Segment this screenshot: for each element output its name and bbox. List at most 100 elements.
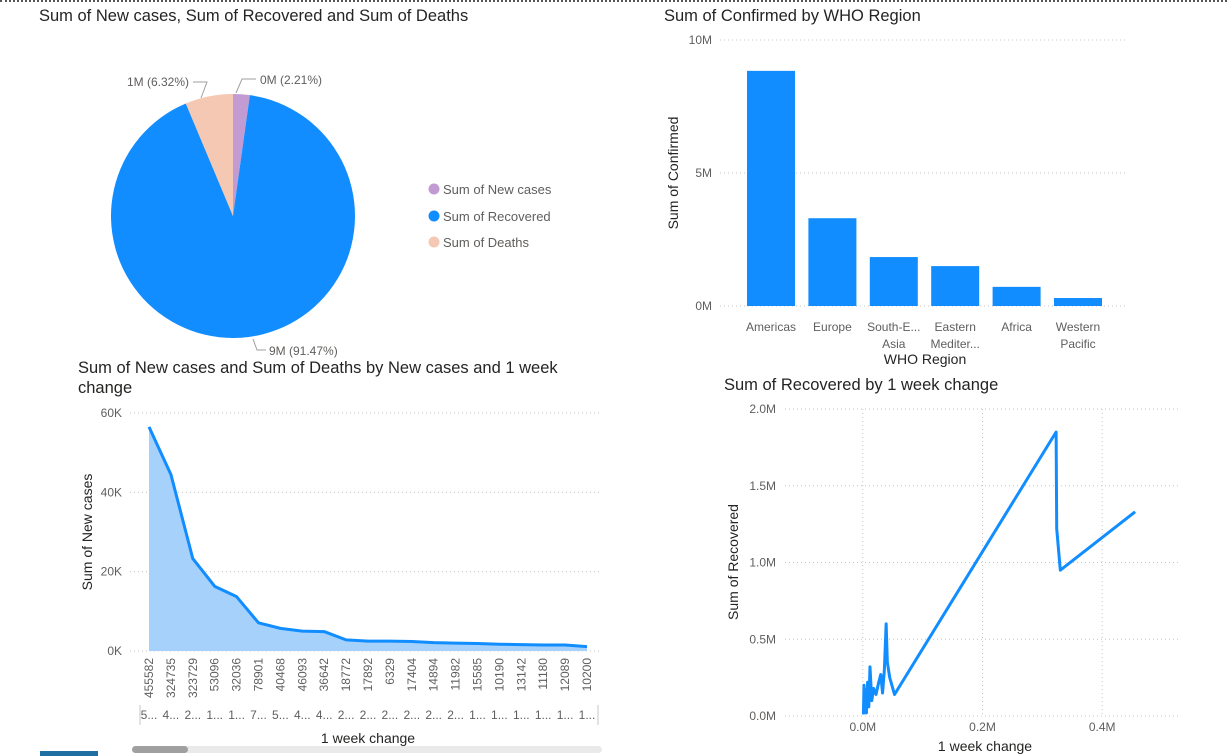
- pie-chart-title: Sum of New cases, Sum of Recovered and S…: [39, 7, 469, 25]
- area-x-tick-16: 10190: [492, 658, 506, 692]
- area-x-subtick-17: 1...: [513, 708, 530, 722]
- area-x-axis-title: 1 week change: [321, 730, 415, 746]
- bar-2: [869, 257, 918, 306]
- bar-y-tick-2: 10M: [689, 33, 712, 47]
- bar-1: [808, 218, 857, 306]
- area-x-subtick-16: 1...: [491, 708, 508, 722]
- area-x-subtick-13: 2...: [425, 708, 442, 722]
- bar-x-tick-5-0: Western: [1056, 320, 1100, 334]
- line-y-tick-0: 0.0M: [749, 709, 776, 723]
- area-x-tick-4: 32036: [230, 658, 244, 692]
- area-x-tick-14: 11982: [449, 658, 463, 691]
- area-x-subtick-10: 2...: [360, 708, 377, 722]
- bar-x-tick-0-0: Americas: [746, 320, 796, 334]
- area-y-tick-3: 60K: [101, 406, 122, 420]
- area-x-tick-13: 14894: [427, 658, 441, 692]
- area-x-tick-19: 12089: [558, 658, 572, 692]
- bar-x-tick-4-0: Africa: [1001, 320, 1032, 334]
- bar-3: [931, 266, 980, 306]
- area-x-subtick-11: 2...: [382, 708, 399, 722]
- area-y-tick-1: 20K: [101, 565, 122, 579]
- legend-marker-2: [428, 236, 440, 248]
- area-x-subtick-4: 1...: [228, 708, 245, 722]
- pie-leader-line-2: [193, 81, 208, 99]
- area-x-subtick-5: 7...: [250, 708, 267, 722]
- scrollbar-track[interactable]: [132, 746, 602, 753]
- area-x-subtick-3: 1...: [206, 708, 223, 722]
- line-chart: 0.0M 0.5M 1.0M 1.5M 2.0M 0.0M 0.2M 0.4M 1 week c…: [725, 402, 1180, 754]
- line-y-axis-title: Sum of Recovered: [725, 504, 741, 620]
- legend-label-0: Sum of New cases: [443, 182, 552, 197]
- pie-data-label-2: 1M (6.32%): [127, 75, 189, 89]
- pie-slice-2: [185, 94, 233, 216]
- report-top-border: [0, 0, 1227, 6]
- area-x-subtick-0: 5...: [141, 708, 158, 722]
- area-x-subtick-19: 1...: [557, 708, 574, 722]
- area-x-tick-12: 17404: [405, 658, 419, 692]
- area-x-subtick-15: 1...: [469, 708, 486, 722]
- bar-x-tick-2-1: Asia: [882, 337, 906, 351]
- line-x-tick-2: 0.4M: [1089, 720, 1116, 734]
- line-y-tick-1: 0.5M: [749, 632, 776, 646]
- bar-x-tick-1-0: Europe: [813, 320, 852, 334]
- bar-chart-title: Sum of Confirmed by WHO Region: [664, 7, 921, 25]
- bar-y-tick-0: 0M: [695, 299, 712, 313]
- area-chart-scrollbar[interactable]: [132, 746, 602, 753]
- area-x-tick-2: 323729: [186, 658, 200, 698]
- area-x-tick-18: 11180: [536, 658, 550, 690]
- area-x-tick-9: 18772: [339, 658, 353, 692]
- bar-5: [1054, 298, 1102, 306]
- area-x-subtick-14: 2...: [447, 708, 464, 722]
- area-x-subtick-20: 1...: [579, 708, 596, 722]
- area-fill: [149, 426, 587, 651]
- area-x-subtick-2: 2...: [184, 708, 201, 722]
- scrollbar-thumb[interactable]: [132, 746, 188, 753]
- area-x-subtick-18: 1...: [535, 708, 552, 722]
- area-x-tick-5: 78901: [252, 658, 266, 692]
- bar-x-tick-5-1: Pacific: [1060, 337, 1095, 351]
- pie-data-label-0: 0M (2.21%): [260, 73, 322, 87]
- area-x-tick-1: 324735: [164, 658, 178, 698]
- area-line-series: [147, 426, 588, 649]
- area-chart: 0K 20K 40K 60K 455582 5... 324735 4... 323729 2..…: [79, 406, 600, 746]
- area-x-tick-11: 6329: [383, 658, 397, 685]
- line-x-axis-title: 1 week change: [938, 738, 1032, 754]
- bar-0: [747, 70, 795, 306]
- pie-slice-1: [110, 95, 355, 338]
- area-y-tick-0: 0K: [107, 644, 122, 658]
- area-y-axis-title: Sum of New cases: [79, 474, 95, 591]
- bar-x-axis-title: WHO Region: [884, 351, 966, 367]
- area-x-tick-20: 10200: [580, 658, 594, 692]
- pie-leader-line-0: [235, 78, 256, 94]
- legend-label-2: Sum of Deaths: [443, 235, 529, 250]
- line-y-tick-2: 1.0M: [749, 556, 776, 570]
- pie-leader-line-1: [252, 338, 266, 351]
- bar-y-tick-1: 5M: [695, 166, 712, 180]
- area-x-subtick-7: 4...: [294, 708, 311, 722]
- area-x-subtick-6: 5...: [272, 708, 289, 722]
- bar-chart: 0M 5M 10M Americas Europe South-E... Asia Easte…: [665, 33, 1128, 367]
- line-chart-title: Sum of Recovered by 1 week change: [724, 376, 999, 394]
- area-x-subtick-9: 2...: [338, 708, 355, 722]
- area-x-subtick-1: 4...: [163, 708, 180, 722]
- line-series: [861, 430, 1137, 715]
- bar-x-tick-2-0: South-E...: [867, 320, 920, 334]
- page-tab-indicator[interactable]: [40, 751, 98, 756]
- pie-slice-0: [233, 94, 250, 216]
- area-x-subtick-12: 2...: [403, 708, 420, 722]
- pie-data-label-1: 9M (91.47%): [269, 344, 338, 358]
- area-x-subtick-8: 4...: [316, 708, 333, 722]
- area-x-tick-0: 455582: [142, 658, 156, 698]
- legend-marker-1: [428, 210, 440, 222]
- area-x-tick-17: 13142: [514, 658, 528, 692]
- area-x-tick-7: 46093: [295, 658, 309, 692]
- area-x-tick-10: 17892: [361, 658, 375, 692]
- area-x-tick-6: 40468: [273, 658, 287, 692]
- area-x-tick-3: 53096: [208, 658, 222, 692]
- bar-x-tick-3-0: Eastern: [935, 320, 976, 334]
- bar-y-axis-title: Sum of Confirmed: [665, 117, 681, 230]
- bar-4: [992, 286, 1041, 306]
- area-x-tick-15: 15585: [471, 658, 485, 692]
- pie-chart: 0M (2.21%) 9M (91.47%) 1M (6.32%) Sum of Ne…: [110, 73, 552, 358]
